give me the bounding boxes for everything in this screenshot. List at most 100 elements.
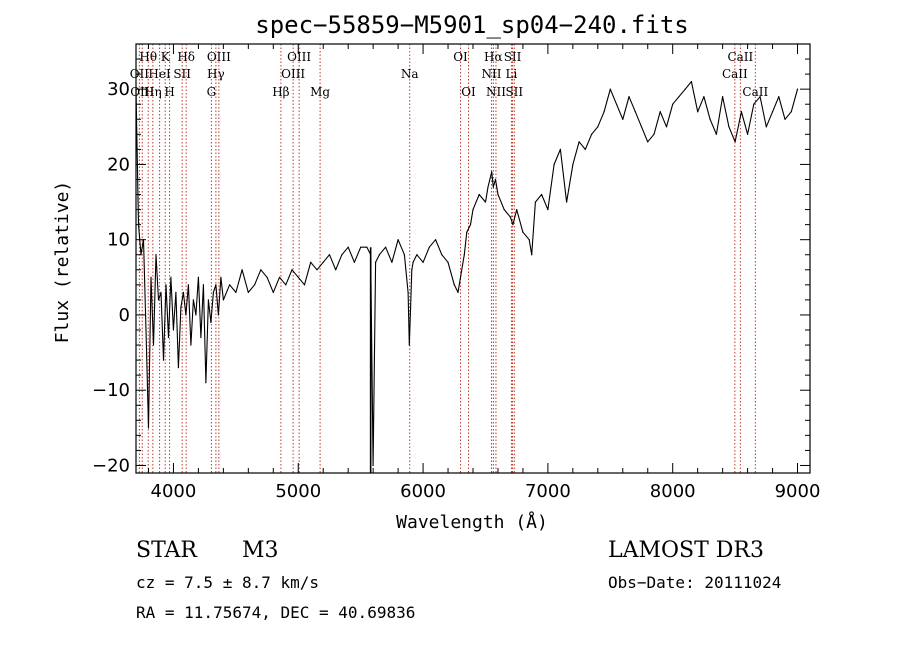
data-point-0-84 (472, 208, 474, 211)
spectral-line-markers (138, 44, 756, 473)
data-point-0-67 (407, 291, 409, 293)
data-point-0-79 (457, 291, 459, 293)
data-point-0-76 (441, 254, 443, 256)
data-point-0-108 (590, 133, 593, 135)
spectral-line-label-18: OI (461, 85, 476, 99)
data-point-0-122 (678, 96, 680, 98)
data-point-0-5 (147, 427, 150, 429)
data-point-0-105 (572, 163, 574, 166)
data-point-0-65 (397, 239, 399, 241)
data-point-0-80 (459, 276, 462, 278)
data-point-0-116 (640, 126, 643, 128)
spectral-line-label-3: Hη (144, 85, 162, 99)
data-point-0-14 (170, 276, 172, 278)
y-axis-label: Flux (relative) (52, 181, 73, 344)
data-point-0-18 (180, 306, 182, 309)
data-point-0-33 (217, 314, 219, 316)
data-point-0-100 (541, 193, 543, 196)
data-point-0-124 (690, 81, 693, 83)
data-point-0-35 (222, 299, 224, 301)
data-point-0-37 (235, 291, 237, 293)
data-point-0-97 (528, 239, 530, 241)
data-point-0-99 (534, 201, 537, 203)
data-point-0-29 (207, 299, 209, 301)
data-point-0-115 (634, 111, 636, 113)
data-point-0-120 (665, 126, 668, 128)
data-point-0-10 (160, 291, 162, 293)
spectral-line-label-24: SII (505, 85, 523, 99)
data-point-0-85 (478, 193, 480, 196)
data-point-0-9 (157, 299, 160, 301)
data-point-0-56 (353, 261, 356, 263)
data-point-0-87 (487, 186, 489, 188)
data-point-0-92 (503, 208, 505, 211)
data-point-0-109 (597, 126, 599, 128)
object-subclass: M3 (242, 538, 279, 563)
data-point-0-62 (378, 254, 380, 256)
data-point-0-54 (341, 254, 343, 256)
data-point-0-128 (715, 133, 717, 135)
data-point-0-52 (328, 254, 331, 256)
data-point-0-96 (522, 231, 524, 233)
data-point-0-11 (162, 359, 165, 361)
data-point-0-119 (659, 111, 661, 113)
spectral-line-label-22: SII (504, 50, 522, 64)
spectral-line-label-10: Hγ (207, 67, 225, 81)
data-point-0-112 (615, 103, 618, 105)
spectral-line-label-1: OII (130, 67, 150, 81)
y-tick-label-10: 10 (107, 230, 130, 251)
data-point-0-23 (192, 299, 195, 301)
observation-date: Obs−Date: 20111024 (608, 573, 782, 592)
data-point-0-48 (303, 284, 306, 286)
data-point-0-36 (229, 284, 231, 286)
data-point-0-17 (177, 367, 180, 369)
data-point-0-24 (195, 314, 197, 316)
data-point-0-110 (603, 111, 605, 113)
data-point-0-132 (740, 111, 742, 113)
data-point-0-57 (360, 246, 362, 248)
data-point-0-47 (297, 276, 299, 278)
data-point-0-118 (653, 133, 655, 135)
data-point-0-111 (609, 88, 611, 90)
spectral-line-label-14: Hβ (272, 85, 289, 99)
x-tick-label-9000: 9000 (775, 481, 821, 502)
spectral-line-label-4: K (161, 50, 171, 64)
data-point-0-101 (547, 208, 549, 211)
x-tick-label-5000: 5000 (275, 481, 321, 502)
spectral-line-label-8: Hδ (177, 50, 195, 64)
data-point-0-74 (428, 246, 430, 248)
data-point-0-66 (403, 254, 405, 256)
data-point-0-25 (197, 276, 200, 278)
data-point-0-50 (316, 269, 318, 271)
data-point-0-90 (494, 178, 497, 181)
data-point-0-125 (697, 111, 699, 113)
data-point-0-6 (150, 276, 152, 278)
spectral-line-label-11: G (207, 85, 217, 99)
spectral-line-label-23: Li (506, 67, 518, 81)
data-point-0-53 (335, 269, 337, 271)
data-point-0-133 (746, 133, 749, 135)
data-point-0-63 (385, 246, 387, 248)
data-point-0-139 (784, 118, 786, 120)
survey-name: LAMOST DR3 (608, 538, 764, 563)
redshift-velocity: cz = 7.5 ± 8.7 km/s (136, 573, 320, 592)
spectral-line-label-21: NII (486, 85, 506, 99)
data-point-0-60 (372, 464, 374, 467)
data-point-0-95 (516, 208, 518, 211)
x-tick-label-7000: 7000 (525, 481, 571, 502)
chart-title: spec−55859−M5901_sp04−240.fits (255, 11, 688, 39)
data-point-0-15 (172, 329, 175, 331)
data-point-0-31 (212, 291, 214, 293)
data-point-0-49 (310, 261, 312, 263)
y-tick-label-20: 20 (107, 154, 130, 175)
data-point-0-113 (622, 118, 624, 120)
plot-frame (135, 43, 811, 474)
data-point-0-73 (422, 261, 424, 263)
data-point-0-26 (200, 336, 202, 339)
data-point-0-137 (771, 111, 774, 113)
y-tick-label--20: −20 (92, 455, 130, 476)
data-point-0-123 (684, 88, 686, 90)
data-point-0-22 (190, 344, 192, 346)
